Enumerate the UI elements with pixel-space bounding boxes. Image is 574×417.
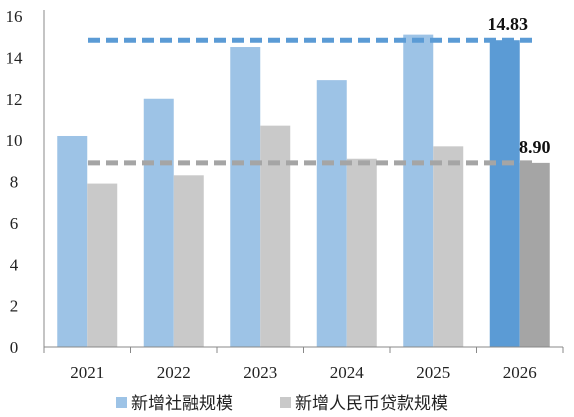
bar-rmb-loans-2022: [173, 175, 204, 347]
x-tick-label-2023: 2023: [243, 363, 277, 382]
y-tick-label-10: 10: [6, 131, 23, 150]
x-tick-label-2024: 2024: [330, 363, 365, 382]
bar-social-financing-2024: [316, 80, 347, 347]
bar-social-financing-2025: [403, 34, 434, 348]
y-tick-label-6: 6: [10, 214, 19, 233]
legend: 新增社融规模 新增人民币贷款规模: [116, 394, 448, 414]
y-tick-label-4: 4: [10, 255, 19, 274]
bar-rmb-loans-2024: [346, 158, 377, 347]
y-tick-label-14: 14: [6, 48, 24, 67]
y-tick-label-0: 0: [10, 338, 19, 357]
data-label-rmb-loans-2026: 8.90: [519, 137, 551, 157]
legend-swatch-rmb-loans: [280, 397, 291, 408]
legend-label-rmb-loans: 新增人民币贷款规模: [295, 394, 448, 414]
x-tick-label-2025: 2025: [416, 363, 450, 382]
bar-rmb-loans-2025: [433, 146, 464, 347]
y-tick-label-2: 2: [10, 297, 19, 316]
y-tick-label-8: 8: [10, 173, 19, 192]
bar-social-financing-2026: [489, 40, 520, 347]
axes: 0 2 4 6 8 10 12 14 16 2021 2022 2023 2024 2025 2026: [6, 7, 564, 382]
plot-area: 14.83 8.90: [57, 14, 551, 348]
bar-social-financing-2022: [143, 98, 174, 347]
y-tick-label-12: 12: [6, 90, 23, 109]
legend-swatch-social-financing: [116, 397, 127, 408]
bar-rmb-loans-2026: [519, 162, 550, 347]
bar-social-financing-2021: [57, 135, 88, 347]
bar-rmb-loans-2023: [260, 125, 291, 347]
y-tick-label-16: 16: [6, 7, 23, 26]
data-label-social-financing-2026: 14.83: [488, 14, 529, 34]
x-tick-label-2021: 2021: [70, 363, 104, 382]
x-tick-label-2026: 2026: [503, 363, 537, 382]
bar-rmb-loans-2021: [87, 183, 118, 347]
x-tick-label-2022: 2022: [157, 363, 191, 382]
legend-label-social-financing: 新增社融规模: [131, 394, 233, 414]
bar-social-financing-2023: [230, 47, 261, 347]
